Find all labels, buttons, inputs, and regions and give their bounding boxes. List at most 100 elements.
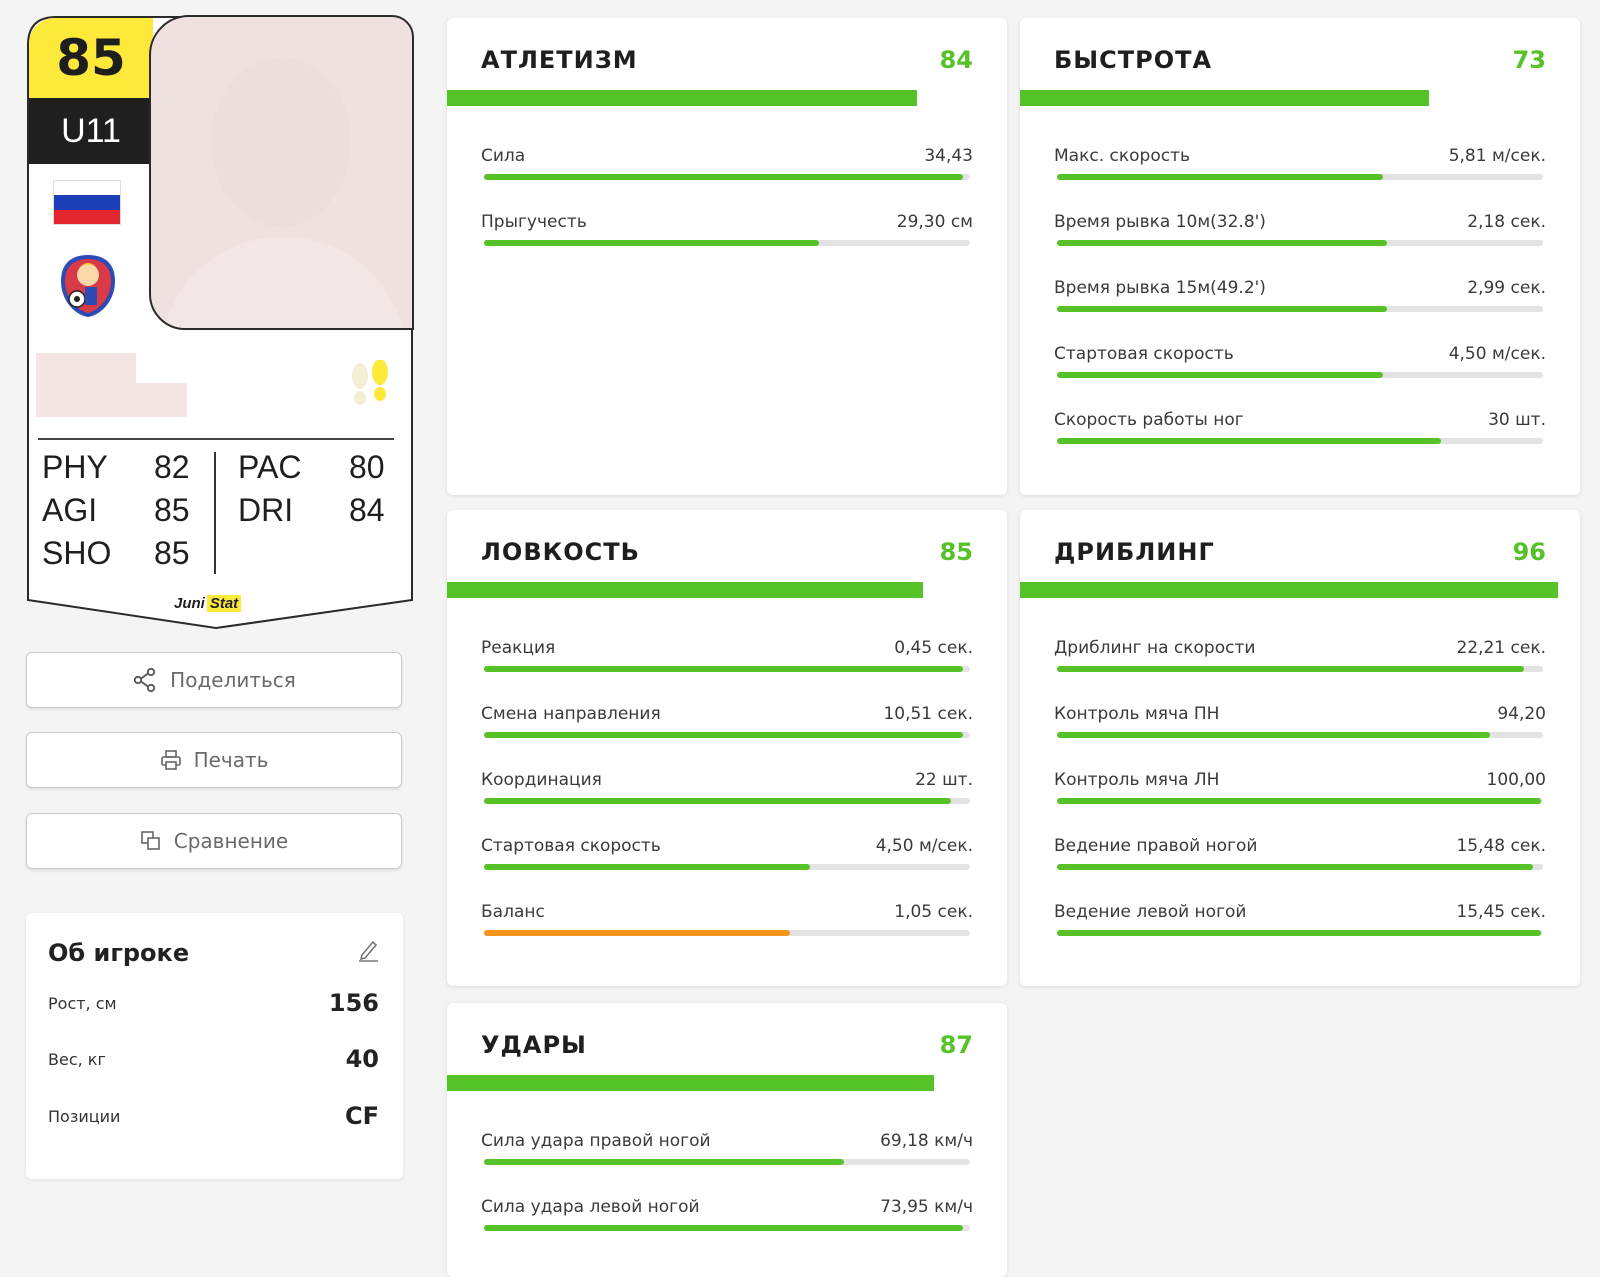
metric-progress-fill bbox=[1057, 930, 1541, 936]
metric-progress-fill bbox=[1057, 666, 1524, 672]
panel-score-bar bbox=[447, 1075, 935, 1091]
panel-score-bar bbox=[447, 90, 918, 106]
metric-label: Время рывка 15м(49.2') bbox=[1054, 278, 1266, 298]
weight-label: Вес, кг bbox=[48, 1049, 106, 1069]
metric-label: Контроль мяча ЛН bbox=[1054, 770, 1220, 790]
metric-label: Баланс bbox=[481, 902, 545, 922]
panel-score-bar bbox=[447, 582, 923, 598]
metric-progress-fill bbox=[484, 174, 963, 180]
about-row-height: Рост, см 156 bbox=[48, 989, 379, 1017]
metric-label: Макс. скорость bbox=[1054, 146, 1190, 166]
metric-value: 2,18 сек. bbox=[1467, 212, 1546, 232]
metric-row: Ведение левой ногой 15,45 сек. bbox=[1054, 902, 1546, 952]
metric-row: Время рывка 15м(49.2') 2,99 сек. bbox=[1054, 278, 1546, 328]
metric-progress-fill bbox=[484, 864, 810, 870]
metric-value: 69,18 км/ч bbox=[880, 1131, 973, 1151]
metric-progress-fill bbox=[1057, 240, 1388, 246]
metric-progress-track bbox=[484, 240, 970, 246]
metric-progress-track bbox=[1057, 240, 1543, 246]
metric-progress-fill bbox=[484, 732, 963, 738]
metric-progress-fill bbox=[484, 1225, 963, 1231]
metric-label: Сила bbox=[481, 146, 526, 166]
positions-value: CF bbox=[344, 1102, 379, 1130]
stat-value-dri: 84 bbox=[349, 492, 385, 528]
metric-progress-track bbox=[484, 798, 970, 804]
metric-value: 34,43 bbox=[924, 146, 973, 166]
panel-dribbling: ДРИБЛИНГ 96 Дриблинг на скорости 22,21 сек.… bbox=[1020, 510, 1580, 986]
panel-athleticism: АТЛЕТИЗМ 84 Сила 34,43 Прыгучесть 29,30 см bbox=[447, 18, 1007, 495]
metric-value: 22,21 сек. bbox=[1456, 638, 1546, 658]
stat-value-phy: 82 bbox=[154, 449, 190, 485]
metric-value: 15,48 сек. bbox=[1456, 836, 1546, 856]
metric-progress-track bbox=[1057, 306, 1543, 312]
edit-pencil-icon[interactable] bbox=[356, 937, 380, 963]
metric-row: Скорость работы ног 30 шт. bbox=[1054, 410, 1546, 460]
panel-score-bar bbox=[1020, 582, 1558, 598]
compare-button[interactable]: Сравнение bbox=[26, 813, 402, 869]
metric-value: 2,99 сек. bbox=[1467, 278, 1546, 298]
russia-flag-icon bbox=[53, 180, 121, 225]
metric-label: Ведение левой ногой bbox=[1054, 902, 1247, 922]
metric-value: 30 шт. bbox=[1488, 410, 1546, 430]
metric-row: Сила удара левой ногой 73,95 км/ч bbox=[481, 1197, 973, 1247]
metric-progress-track bbox=[1057, 438, 1543, 444]
junistat-logo-juni: Juni bbox=[174, 595, 205, 612]
compare-button-label: Сравнение bbox=[173, 829, 289, 853]
metric-progress-fill bbox=[1057, 372, 1383, 378]
share-icon bbox=[134, 667, 156, 693]
about-row-weight: Вес, кг 40 bbox=[48, 1045, 379, 1073]
panel-score: 87 bbox=[939, 1031, 973, 1059]
metric-progress-track bbox=[484, 930, 970, 936]
metric-value: 22 шт. bbox=[915, 770, 973, 790]
metric-label: Прыгучесть bbox=[481, 212, 587, 232]
metric-label: Реакция bbox=[481, 638, 556, 658]
metric-progress-track bbox=[484, 666, 970, 672]
metric-row: Сила удара правой ногой 69,18 км/ч bbox=[481, 1131, 973, 1181]
panel-title: ЛОВКОСТЬ bbox=[481, 538, 640, 566]
metric-progress-fill bbox=[1057, 798, 1541, 804]
metric-value: 1,05 сек. bbox=[894, 902, 973, 922]
overall-rating: 85 bbox=[29, 18, 153, 98]
metric-value: 0,45 сек. bbox=[894, 638, 973, 658]
metric-value: 73,95 км/ч bbox=[880, 1197, 973, 1217]
metric-value: 15,45 сек. bbox=[1456, 902, 1546, 922]
stat-code-pac: PAC bbox=[238, 449, 302, 485]
compare-icon bbox=[140, 831, 160, 850]
metric-row: Прыгучесть 29,30 см bbox=[481, 212, 973, 262]
metric-progress-fill bbox=[484, 240, 820, 246]
metric-value: 4,50 м/сек. bbox=[1448, 344, 1546, 364]
metric-label: Время рывка 10м(32.8') bbox=[1054, 212, 1266, 232]
panel-score: 73 bbox=[1512, 46, 1546, 74]
metric-progress-fill bbox=[1057, 174, 1383, 180]
metric-label: Скорость работы ног bbox=[1054, 410, 1244, 430]
metric-label: Сила удара правой ногой bbox=[481, 1131, 711, 1151]
metric-value: 5,81 м/сек. bbox=[1448, 146, 1546, 166]
junistat-logo: Juni Stat bbox=[174, 595, 242, 612]
metric-row: Стартовая скорость 4,50 м/сек. bbox=[481, 836, 973, 886]
panel-speed: БЫСТРОТА 73 Макс. скорость 5,81 м/сек. Время… bbox=[1020, 18, 1580, 495]
metric-label: Дриблинг на скорости bbox=[1054, 638, 1256, 658]
metric-progress-track bbox=[484, 1159, 970, 1165]
metric-progress-track bbox=[484, 174, 970, 180]
panel-title: УДАРЫ bbox=[481, 1031, 587, 1059]
print-button-label: Печать bbox=[193, 748, 269, 772]
metric-row: Макс. скорость 5,81 м/сек. bbox=[1054, 146, 1546, 196]
metric-progress-fill bbox=[1057, 864, 1534, 870]
preferred-foot-icon bbox=[352, 360, 388, 405]
print-button[interactable]: Печать bbox=[26, 732, 402, 788]
metric-row: Ведение правой ногой 15,48 сек. bbox=[1054, 836, 1546, 886]
metric-progress-track bbox=[484, 1225, 970, 1231]
metric-row: Контроль мяча ЛН 100,00 bbox=[1054, 770, 1546, 820]
height-value: 156 bbox=[328, 989, 379, 1017]
metric-progress-fill bbox=[484, 1159, 844, 1165]
metric-progress-fill bbox=[1057, 438, 1441, 444]
player-photo bbox=[149, 15, 414, 330]
metric-label: Стартовая скорость bbox=[1054, 344, 1234, 364]
metric-progress-track bbox=[1057, 372, 1543, 378]
share-button[interactable]: Поделиться bbox=[26, 652, 402, 708]
panel-score: 85 bbox=[939, 538, 973, 566]
stat-value-sho: 85 bbox=[154, 535, 190, 571]
metric-progress-track bbox=[484, 864, 970, 870]
metric-progress-track bbox=[484, 732, 970, 738]
player-surname-redacted bbox=[36, 383, 187, 417]
